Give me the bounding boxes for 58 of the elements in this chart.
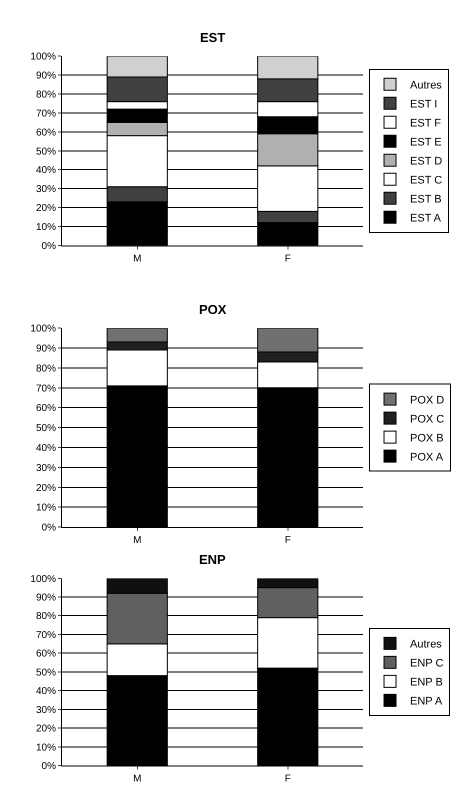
y-tick-label: 50% bbox=[36, 423, 56, 434]
y-tick-label: 30% bbox=[36, 704, 56, 716]
x-tick-label: M bbox=[133, 773, 142, 784]
y-tick-label: 50% bbox=[36, 146, 56, 158]
y-tick-label: 10% bbox=[36, 742, 56, 754]
y-tick-label: 20% bbox=[36, 482, 56, 494]
y-tick-label: 70% bbox=[36, 108, 56, 120]
y-tick-label: 50% bbox=[36, 667, 56, 678]
x-tick-label: M bbox=[133, 535, 142, 546]
y-tick-label: 10% bbox=[36, 222, 56, 233]
y-tick-label: 100% bbox=[30, 324, 56, 335]
x-tick-label: F bbox=[284, 253, 291, 264]
legend-label: EST F bbox=[410, 118, 442, 130]
y-tick-label: 90% bbox=[36, 70, 56, 82]
y-tick-label: 60% bbox=[36, 127, 56, 138]
legend-label: EST B bbox=[410, 194, 442, 206]
legend-label: Autres bbox=[410, 80, 442, 92]
y-tick-label: 20% bbox=[36, 203, 56, 214]
y-tick-label: 80% bbox=[36, 363, 56, 374]
y-tick-label: 100% bbox=[30, 574, 56, 585]
legend-label: ENP A bbox=[410, 696, 443, 708]
x-tick-label: F bbox=[284, 535, 291, 546]
legend-label: EST I bbox=[410, 98, 438, 111]
y-tick-label: 40% bbox=[36, 442, 56, 454]
chart-title: ENP bbox=[199, 552, 226, 567]
legend-label: ENP C bbox=[410, 658, 444, 670]
y-tick-label: 100% bbox=[30, 52, 56, 63]
legend-label: EST C bbox=[410, 174, 442, 187]
x-tick-label: M bbox=[133, 253, 142, 264]
y-tick-label: 80% bbox=[36, 90, 56, 101]
y-tick-label: 30% bbox=[36, 462, 56, 474]
y-tick-label: 60% bbox=[36, 403, 56, 414]
y-tick-label: 70% bbox=[36, 630, 56, 641]
y-tick-label: 60% bbox=[36, 648, 56, 660]
legend-label: POX C bbox=[410, 413, 444, 426]
y-tick-label: 90% bbox=[36, 592, 56, 604]
legend-label: EST A bbox=[410, 212, 442, 225]
y-tick-label: 80% bbox=[36, 611, 56, 622]
y-tick-label: 40% bbox=[36, 165, 56, 176]
y-tick-label: 30% bbox=[36, 184, 56, 196]
y-tick-label: 20% bbox=[36, 724, 56, 735]
y-tick-label: 70% bbox=[36, 383, 56, 394]
chart-title: EST bbox=[200, 30, 226, 45]
legend-label: EST D bbox=[410, 156, 442, 168]
legend-label: POX B bbox=[410, 432, 444, 444]
y-tick-label: 40% bbox=[36, 686, 56, 698]
y-tick-label: 90% bbox=[36, 344, 56, 355]
legend-label: ENP B bbox=[410, 676, 443, 689]
x-tick-label: F bbox=[284, 773, 291, 784]
y-tick-label: 0% bbox=[42, 522, 56, 534]
legend-label: Autres bbox=[410, 638, 442, 651]
legend-label: POX A bbox=[410, 451, 444, 464]
chart-title: POX bbox=[199, 302, 227, 317]
legend-label: EST E bbox=[410, 136, 442, 149]
y-tick-label: 0% bbox=[42, 240, 56, 252]
y-tick-label: 10% bbox=[36, 502, 56, 514]
legend-label: POX D bbox=[410, 394, 444, 406]
y-tick-label: 0% bbox=[42, 760, 56, 772]
